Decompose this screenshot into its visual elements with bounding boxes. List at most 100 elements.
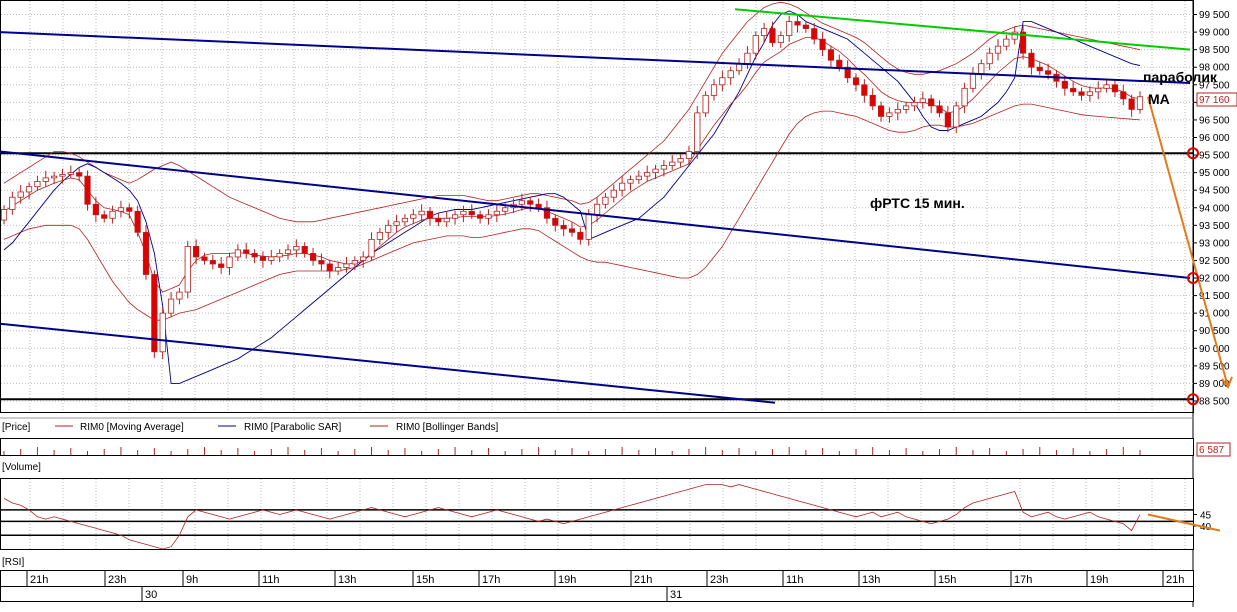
candle-body (401, 217, 409, 223)
rsi-panel (0, 478, 1194, 550)
y-tick-label: 99 500 (1199, 10, 1230, 21)
hour-label: 11h (262, 574, 280, 586)
candle-body (393, 221, 400, 226)
candle-body (877, 105, 885, 117)
y-tick-label: 90 500 (1199, 326, 1230, 337)
candle-body (677, 158, 684, 163)
candle-body (176, 291, 183, 300)
candle-body (719, 77, 726, 86)
candle-body (944, 112, 951, 128)
candle-body (836, 59, 843, 68)
note-parabolic: параболик (1143, 69, 1218, 85)
candle-body (126, 207, 133, 212)
y-tick-label: 96 000 (1199, 133, 1230, 144)
candle-body (610, 189, 617, 198)
hour-label: 19h (1090, 574, 1108, 586)
candle-body (660, 165, 667, 170)
candle-body (969, 73, 977, 89)
rsi-line (3, 484, 1141, 550)
candle-body (1003, 38, 1010, 47)
candle-body (543, 207, 551, 219)
candle-body (259, 256, 267, 261)
candle-body (59, 173, 66, 177)
candle-body (819, 38, 826, 51)
note-ma: МА (1148, 91, 1170, 107)
hour-label: 23h (108, 574, 126, 586)
y-tick-label: 92 000 (1199, 274, 1230, 285)
candle-body (1045, 70, 1052, 75)
candle-body (243, 249, 250, 254)
candle-body (518, 200, 525, 205)
y-tick-label: 88 500 (1199, 396, 1230, 407)
volume-panel-label: [Volume] (2, 462, 41, 473)
candle-body (234, 249, 241, 258)
moving-average-line (3, 37, 1141, 293)
candle-body (42, 177, 49, 182)
hour-label: 13h (338, 574, 356, 586)
hour-label: 11h (786, 574, 804, 586)
candle-body (1019, 31, 1027, 54)
candle-body (644, 172, 651, 177)
candle-body (226, 256, 233, 268)
candle-body (702, 94, 709, 114)
candle-body (92, 203, 99, 216)
candle-body (51, 175, 58, 179)
candle-body (435, 217, 442, 223)
candle-body (34, 181, 41, 188)
candle-body (1070, 87, 1077, 93)
hour-label: 23h (710, 574, 728, 586)
candle-body (560, 224, 567, 230)
candle-body (460, 210, 467, 216)
candle-body (309, 253, 317, 261)
day-label: 30 (145, 589, 157, 601)
candle-body (727, 70, 734, 79)
hour-label: 15h (938, 574, 956, 586)
candle-body (1111, 84, 1119, 93)
bollinger-upper-line (3, 1, 1141, 223)
candle-body (67, 172, 74, 175)
candle-body (142, 231, 150, 275)
candle-body (527, 200, 534, 205)
candle-body (986, 52, 993, 65)
candle-body (1061, 80, 1068, 89)
candle-body (17, 191, 24, 198)
candle-body (443, 217, 450, 223)
candle-body (852, 77, 860, 86)
y-tick-label: 92 500 (1199, 256, 1230, 267)
candle-body (1078, 91, 1085, 96)
hour-label: 17h (482, 574, 500, 586)
candle-body (535, 203, 542, 209)
candle-body (251, 253, 258, 258)
last-price-box (1196, 92, 1237, 107)
candle-body (76, 172, 83, 177)
candle-body (109, 210, 116, 219)
candle-body (268, 256, 275, 261)
candle-body (994, 45, 1002, 54)
level-marker (1187, 147, 1199, 160)
y-tick-label: 93 500 (1199, 221, 1230, 232)
candle-body (209, 260, 216, 265)
candle-body (827, 49, 835, 61)
candle-body (25, 186, 33, 193)
y-tick-label: 98 000 (1199, 63, 1230, 74)
volume-last-label: 6 587 (1199, 445, 1224, 456)
legend-sar: RIM0 [Parabolic SAR] (244, 422, 341, 433)
candle-body (1036, 66, 1043, 72)
y-tick-label: 95 500 (1199, 151, 1230, 162)
candle-body (376, 231, 383, 240)
candle-body (844, 66, 851, 79)
y-tick-label: 90 000 (1199, 344, 1230, 355)
candle-body (694, 112, 701, 152)
candle-body (619, 182, 626, 191)
candle-body (193, 245, 200, 258)
volume-last-box (1196, 442, 1231, 457)
candle-body (301, 245, 308, 254)
hour-label: 21h (1166, 574, 1184, 586)
candle-body (777, 35, 784, 44)
candle-body (894, 108, 901, 114)
candle-body (293, 245, 300, 251)
y-tick-label: 94 500 (1199, 186, 1230, 197)
candle-body (117, 207, 125, 212)
candle-body (585, 214, 592, 240)
